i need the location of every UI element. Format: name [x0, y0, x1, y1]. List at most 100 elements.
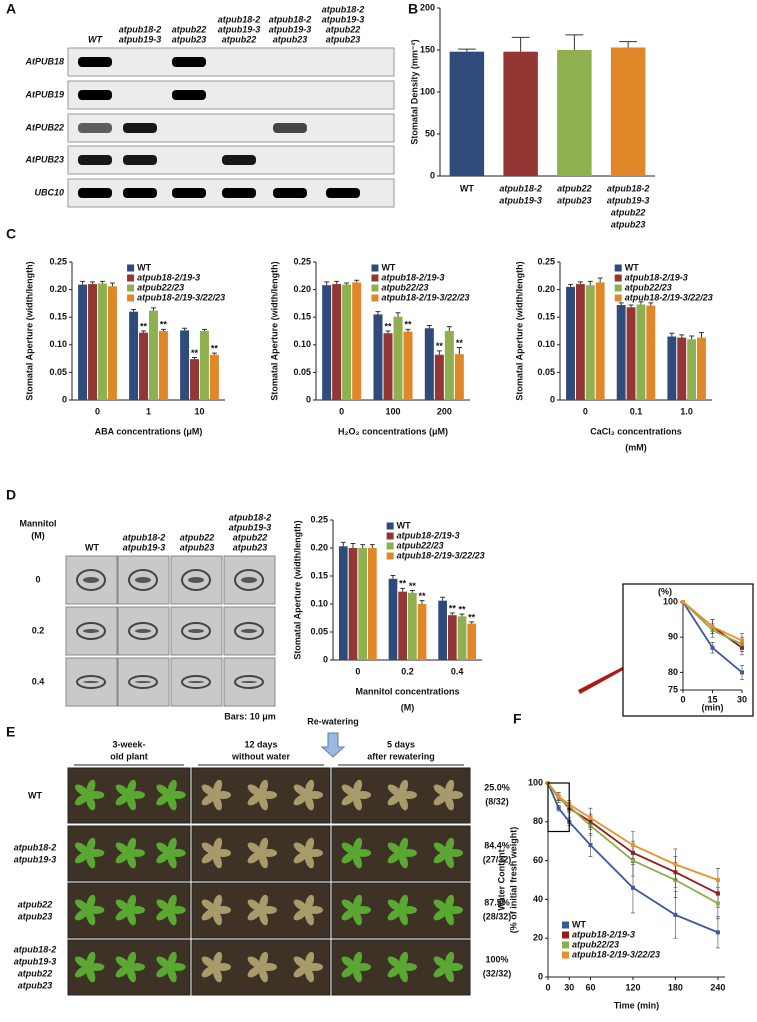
- leaf: [433, 784, 448, 796]
- micrograph-header: atpub22: [233, 532, 268, 542]
- y-axis-title: Stomatal Aperture (width/length): [292, 520, 302, 659]
- legend-label: atpub18-2/19-3/22/23: [572, 949, 660, 959]
- x-tick-label: atpub22: [611, 207, 646, 217]
- leaf: [75, 784, 89, 796]
- genotype-label: atpub23: [18, 980, 53, 990]
- x-tick-label: atpub23: [611, 219, 646, 229]
- y-tick-label: 0.20: [49, 284, 67, 294]
- gel-band: [123, 188, 157, 198]
- legend-label: WT: [572, 919, 586, 929]
- bar: [447, 615, 457, 660]
- leaf: [201, 793, 216, 806]
- lane-header: atpub18-2: [218, 14, 261, 24]
- gel-band: [78, 123, 112, 133]
- legend-swatch: [127, 294, 135, 302]
- y-tick-label: 0.20: [310, 542, 328, 552]
- micrograph-header: atpub18-2: [123, 532, 166, 542]
- x-tick-label: 1.0: [680, 406, 693, 416]
- leaf: [445, 894, 455, 911]
- panel-label: F: [513, 711, 522, 727]
- y-tick-label: 0.15: [293, 312, 311, 322]
- leaf: [247, 784, 262, 796]
- leaf: [247, 899, 262, 911]
- legend-swatch: [386, 542, 394, 550]
- leaf: [74, 793, 89, 806]
- stage-header: 5 days: [387, 739, 415, 749]
- pore: [135, 681, 151, 683]
- significance: **: [409, 581, 417, 591]
- leaf: [75, 842, 89, 854]
- leaf: [399, 779, 409, 796]
- bar: [424, 328, 434, 400]
- x-tick-label: 200: [437, 406, 452, 416]
- survival-label: 25.0%: [484, 782, 510, 792]
- bar: [697, 337, 706, 400]
- bar: [454, 354, 464, 400]
- leaf: [127, 779, 137, 796]
- error-bar: [440, 596, 446, 601]
- leaf: [86, 909, 96, 926]
- leaf: [74, 908, 89, 921]
- leaf: [74, 965, 89, 978]
- x-tick-label: atpub19-3: [607, 195, 650, 205]
- leaf: [353, 837, 363, 854]
- leaf: [212, 909, 222, 926]
- x-tick-label: atpub18-2: [607, 183, 650, 193]
- y-tick-label: 0.10: [537, 339, 555, 349]
- leaf: [167, 966, 177, 983]
- stoma: [181, 569, 211, 591]
- leaf: [352, 852, 362, 869]
- survival-label: 100%: [485, 954, 508, 964]
- panel-label: C: [6, 226, 16, 242]
- legend-label: atpub22/23: [137, 282, 184, 292]
- legend-label: atpub18-2/19-3: [381, 272, 444, 282]
- y-tick-label: 0: [538, 971, 543, 981]
- lane-header: atpub23: [273, 34, 308, 44]
- genotype-label: atpub19-3: [14, 854, 57, 864]
- bar: [149, 310, 158, 400]
- bar: [687, 339, 697, 400]
- leaf: [258, 966, 268, 983]
- significance: **: [160, 320, 168, 330]
- error-bar: [334, 280, 340, 285]
- micrograph-header: atpub23: [233, 542, 268, 552]
- leaf: [127, 894, 137, 911]
- leaf: [212, 966, 222, 983]
- marker: [588, 815, 593, 820]
- stage-header: without water: [231, 751, 290, 761]
- error-bar: [354, 279, 360, 283]
- leaf: [247, 842, 262, 854]
- bar: [438, 600, 447, 660]
- gel-band: [222, 188, 256, 198]
- marker: [681, 600, 685, 604]
- error-bar: [90, 281, 96, 285]
- inset-y-title: (%): [658, 586, 672, 596]
- x-tick-label: 240: [710, 982, 725, 992]
- stage-header: 3-week-: [112, 739, 145, 749]
- significance: **: [140, 321, 148, 331]
- y-tick-label: 0.05: [537, 367, 555, 377]
- bar: [352, 282, 362, 400]
- bar: [417, 604, 427, 660]
- leaf: [352, 966, 362, 983]
- y-tick-label: 0.10: [293, 339, 311, 349]
- lane-header: atpub19-3: [218, 24, 261, 34]
- survival-label: (8/32): [485, 796, 509, 806]
- leaf: [341, 784, 356, 796]
- y-tick-label: 0: [62, 394, 67, 404]
- legend-swatch: [614, 284, 622, 292]
- legend-label: atpub18-2/19-3: [572, 929, 635, 939]
- legend-swatch: [371, 274, 379, 282]
- leaf: [387, 899, 402, 911]
- micrograph-header: atpub22: [180, 532, 215, 542]
- leaf: [353, 779, 363, 796]
- gel-strip: [67, 47, 395, 77]
- leaf: [74, 851, 89, 864]
- marker: [556, 806, 561, 811]
- leaf: [126, 794, 136, 811]
- error-bar: [699, 332, 704, 338]
- leaf: [259, 951, 269, 968]
- bar: [368, 548, 377, 660]
- error-bar: [369, 544, 375, 548]
- row-label: 0.2: [32, 625, 45, 635]
